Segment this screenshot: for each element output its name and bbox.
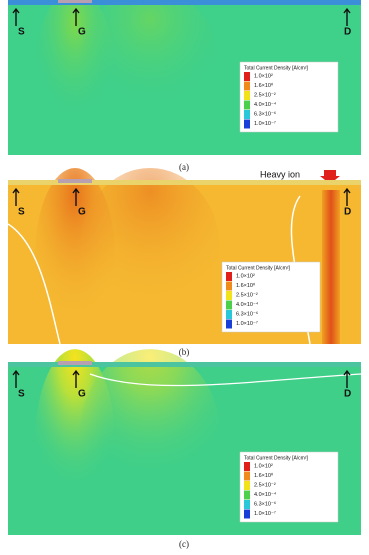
terminal-label: D [344,389,351,400]
legend-label: 4.0×10⁻⁴ [236,301,259,308]
legend-label: 2.5×10⁻² [236,292,258,298]
terminal-arrow [12,7,20,26]
legend-label: 2.5×10⁻² [254,92,276,98]
panel-caption: (b) [179,347,190,357]
legend-label: 1.0×10⁻⁷ [254,120,276,127]
terminal-label: G [78,389,86,400]
legend-label: 1.6×10⁰ [254,472,274,479]
terminal-arrow [72,187,80,206]
legend-label: 1.0×10⁻⁷ [254,510,276,517]
legend-label: 6.3×10⁻⁶ [236,310,258,317]
legend-label: 1.0×10⁻⁷ [236,320,258,327]
legend-swatch [244,119,250,129]
legend-label: 1.6×10⁰ [254,82,274,89]
legend-swatch [244,462,250,471]
legend-label: 1.0×10² [236,273,255,279]
legend-label: 4.0×10⁻⁴ [254,101,277,108]
legend-title: Total Current Density [A/cm²] [244,455,309,461]
terminal-arrow [12,369,20,388]
legend-swatch [244,72,250,81]
terminal-label: G [78,207,86,218]
terminal-arrow [343,7,351,26]
legend-box [239,451,339,523]
legend-label: 6.3×10⁻⁶ [254,110,276,117]
current-plume [80,0,220,140]
depletion-contour [89,373,362,387]
legend-swatch [244,81,250,91]
legend-label: 1.0×10² [254,463,273,469]
gate-contact [58,0,92,3]
surface-layer [8,180,361,185]
terminal-label: S [18,207,25,218]
legend-label: 6.3×10⁻⁶ [254,500,276,507]
legend-swatch [244,500,250,509]
terminal-arrow [343,369,351,388]
legend-swatch [244,91,250,100]
legend-swatch [226,310,232,319]
surface-layer [8,362,361,367]
terminal-arrow [72,7,80,26]
surface-layer [8,0,361,5]
legend-swatch [226,319,232,329]
legend-title: Total Current Density [A/cm²] [244,65,309,71]
ion-arrow [320,170,340,184]
terminal-label: G [78,27,86,38]
legend-box [239,61,339,133]
terminal-label: D [344,207,351,218]
gate-contact [58,179,92,183]
current-plume [80,349,220,519]
ion-track [322,190,340,344]
legend-label: 4.0×10⁻⁴ [254,491,277,498]
terminal-arrow [343,187,351,206]
current-plume [80,168,220,328]
legend-swatch [244,481,250,490]
terminal-label: D [344,27,351,38]
annotation: Heavy ion [260,169,300,179]
legend-swatch [226,291,232,300]
legend-label: 2.5×10⁻² [254,482,276,488]
panel-caption: (c) [179,539,189,549]
legend-swatch [226,281,232,291]
legend-label: 1.0×10² [254,73,273,79]
terminal-arrow [12,187,20,206]
legend-swatch [244,100,250,110]
gate-contact [58,361,92,365]
terminal-label: S [18,389,25,400]
legend-box [221,261,321,333]
legend-swatch [244,490,250,500]
legend-label: 1.6×10⁰ [236,282,256,289]
legend-swatch [226,300,232,310]
terminal-label: S [18,27,25,38]
panel-caption: (a) [179,162,189,172]
terminal-arrow [72,369,80,388]
legend-title: Total Current Density [A/cm²] [226,265,291,271]
legend-swatch [244,471,250,481]
legend-swatch [244,509,250,519]
legend-swatch [226,272,232,281]
legend-swatch [244,110,250,119]
depletion-contour [7,223,61,345]
